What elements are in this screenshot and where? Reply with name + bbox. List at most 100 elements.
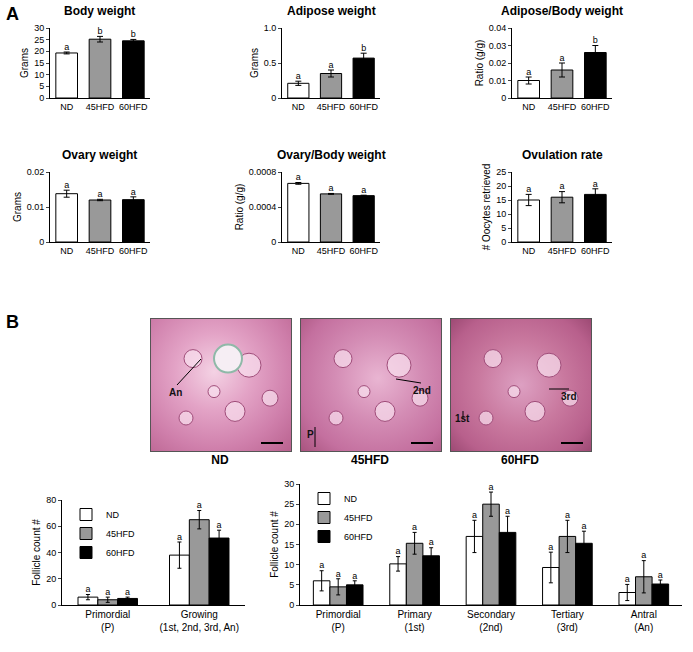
svg-text:a: a [559, 181, 564, 191]
svg-text:Ovulation rate: Ovulation rate [522, 148, 603, 162]
svg-text:0: 0 [51, 600, 56, 610]
svg-text:Follicle count #: Follicle count # [31, 519, 42, 586]
svg-text:60: 60 [46, 521, 56, 531]
svg-text:a: a [125, 587, 130, 597]
svg-text:a: a [97, 189, 102, 199]
svg-text:a: a [328, 183, 333, 193]
svg-text:a: a [412, 522, 417, 532]
svg-text:Primordial(P): Primordial(P) [316, 609, 361, 633]
svg-text:45HFD: 45HFD [106, 529, 135, 539]
svg-text:0: 0 [289, 600, 294, 610]
svg-text:40: 40 [46, 548, 56, 558]
svg-text:0: 0 [501, 93, 506, 103]
svg-text:10: 10 [496, 209, 506, 219]
svg-text:ND: ND [60, 102, 73, 112]
svg-text:60HFD: 60HFD [119, 102, 148, 112]
svg-text:Antral(An): Antral(An) [631, 609, 657, 633]
svg-text:Ratio (g/g): Ratio (g/g) [474, 40, 485, 87]
svg-text:0: 0 [271, 237, 276, 247]
svg-text:10: 10 [284, 560, 294, 570]
svg-text:0.0008: 0.0008 [249, 167, 277, 177]
svg-text:15: 15 [284, 540, 294, 550]
svg-text:ND: ND [344, 494, 357, 504]
svg-text:25: 25 [496, 167, 506, 177]
svg-text:Primary(1st): Primary(1st) [397, 609, 431, 633]
svg-text:60HFD: 60HFD [119, 246, 148, 256]
svg-text:0.5: 0.5 [264, 58, 277, 68]
svg-text:a: a [488, 482, 493, 492]
svg-text:15: 15 [496, 195, 506, 205]
svg-text:45HFD: 45HFD [317, 102, 346, 112]
svg-text:5: 5 [39, 81, 44, 91]
svg-text:20: 20 [284, 519, 294, 529]
svg-text:20: 20 [46, 574, 56, 584]
svg-text:20: 20 [496, 181, 506, 191]
svg-text:a: a [217, 520, 222, 530]
svg-text:60HFD: 60HFD [581, 246, 610, 256]
svg-text:a: a [328, 60, 333, 70]
svg-text:ND: ND [292, 102, 305, 112]
svg-text:Grams: Grams [19, 48, 30, 78]
svg-text:ND: ND [522, 102, 535, 112]
svg-text:b: b [593, 35, 598, 45]
svg-text:30: 30 [34, 23, 44, 33]
svg-text:Grams: Grams [12, 192, 23, 222]
svg-text:0.02: 0.02 [27, 167, 45, 177]
svg-text:a: a [105, 587, 110, 597]
svg-text:Primordial(P): Primordial(P) [85, 609, 130, 633]
svg-text:0.04: 0.04 [489, 23, 507, 33]
svg-text:a: a [296, 172, 301, 182]
svg-text:a: a [658, 570, 663, 580]
svg-text:10: 10 [34, 70, 44, 80]
svg-text:b: b [361, 43, 366, 53]
svg-text:45HFD: 45HFD [86, 246, 115, 256]
svg-text:a: a [396, 546, 401, 556]
svg-text:a: a [336, 569, 341, 579]
svg-text:a: a [177, 532, 182, 542]
svg-text:60HFD: 60HFD [349, 102, 378, 112]
svg-text:15: 15 [34, 58, 44, 68]
svg-text:a: a [548, 542, 553, 552]
svg-text:Ovary weight: Ovary weight [62, 148, 137, 162]
svg-text:Body weight: Body weight [64, 4, 135, 18]
svg-text:a: a [526, 184, 531, 194]
svg-text:60HFD: 60HFD [349, 246, 378, 256]
svg-text:0: 0 [39, 237, 44, 247]
svg-text:45HFD: 45HFD [344, 513, 373, 523]
svg-text:60HFD: 60HFD [344, 532, 373, 542]
svg-text:45HFD: 45HFD [548, 102, 577, 112]
svg-text:Adipose/Body weight: Adipose/Body weight [501, 4, 623, 18]
svg-text:a: a [197, 500, 202, 510]
svg-text:a: a [296, 71, 301, 81]
svg-text:a: a [526, 67, 531, 77]
svg-text:a: a [319, 560, 324, 570]
svg-text:0.01: 0.01 [27, 202, 45, 212]
svg-text:0: 0 [501, 237, 506, 247]
svg-text:Secondary(2nd): Secondary(2nd) [467, 609, 515, 633]
svg-text:80: 80 [46, 495, 56, 505]
svg-text:Adipose weight: Adipose weight [287, 4, 376, 18]
svg-text:ND: ND [106, 510, 119, 520]
svg-text:Grams: Grams [249, 48, 260, 78]
svg-text:ND: ND [522, 246, 535, 256]
svg-text:5: 5 [289, 580, 294, 590]
svg-text:b: b [131, 29, 136, 39]
svg-text:45HFD: 45HFD [317, 246, 346, 256]
svg-text:a: a [559, 53, 564, 63]
svg-text:a: a [64, 42, 69, 52]
svg-text:0.02: 0.02 [489, 58, 507, 68]
svg-text:a: a [64, 180, 69, 190]
svg-text:a: a [472, 510, 477, 520]
svg-text:60HFD: 60HFD [106, 548, 135, 558]
svg-text:Tertiary(3rd): Tertiary(3rd) [551, 609, 584, 633]
svg-text:a: a [131, 187, 136, 197]
svg-text:30: 30 [284, 479, 294, 489]
svg-text:Follicle count #: Follicle count # [269, 511, 280, 578]
svg-text:25: 25 [284, 499, 294, 509]
svg-text:a: a [352, 571, 357, 581]
svg-text:20: 20 [34, 46, 44, 56]
svg-text:25: 25 [34, 35, 44, 45]
svg-text:45HFD: 45HFD [86, 102, 115, 112]
svg-text:b: b [97, 26, 102, 36]
svg-text:5: 5 [501, 223, 506, 233]
